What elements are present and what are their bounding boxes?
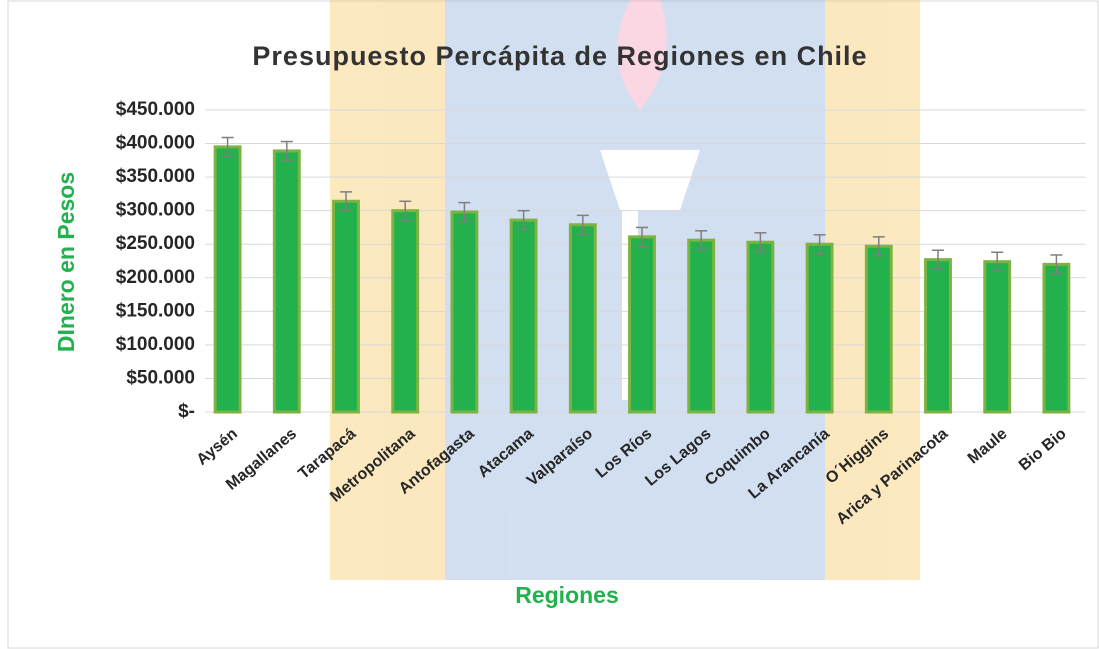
bar — [213, 145, 242, 414]
y-tick-label: $250.000 — [116, 233, 195, 254]
bar — [509, 218, 538, 414]
chart-frame — [7, 0, 1099, 649]
y-tick-label: $100.000 — [116, 334, 195, 355]
y-tick-label: $150.000 — [116, 300, 195, 321]
y-tick-label: $400.000 — [116, 133, 195, 154]
chart-title: Presupuesto Percápita de Regiones en Chi… — [252, 41, 867, 71]
bar — [746, 240, 775, 414]
bar — [864, 244, 893, 414]
y-tick-label: $200.000 — [116, 267, 195, 288]
bar — [983, 260, 1012, 414]
y-tick-label: $- — [178, 401, 195, 422]
bar — [687, 238, 716, 414]
bar — [332, 199, 360, 414]
bar — [391, 209, 420, 414]
y-tick-label: $450.000 — [116, 99, 195, 120]
y-tick-label: $300.000 — [116, 200, 195, 221]
y-axis-label: DInero en Pesos — [53, 172, 79, 352]
bar — [568, 223, 597, 414]
x-axis-label: Regiones — [515, 582, 619, 608]
bar — [805, 242, 834, 414]
bar — [628, 235, 656, 414]
y-tick-label: $350.000 — [116, 166, 195, 187]
bar — [450, 210, 479, 414]
bar — [924, 258, 952, 414]
bar — [272, 149, 301, 414]
y-tick-label: $50.000 — [126, 367, 195, 388]
bar — [1042, 262, 1071, 414]
